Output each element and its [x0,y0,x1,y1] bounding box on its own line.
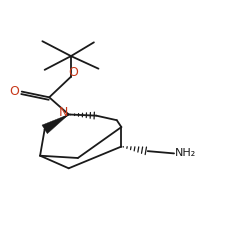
Text: O: O [68,66,78,79]
Text: N: N [59,106,68,119]
Text: O: O [9,85,19,98]
Polygon shape [42,114,69,134]
Text: NH₂: NH₂ [174,148,196,159]
